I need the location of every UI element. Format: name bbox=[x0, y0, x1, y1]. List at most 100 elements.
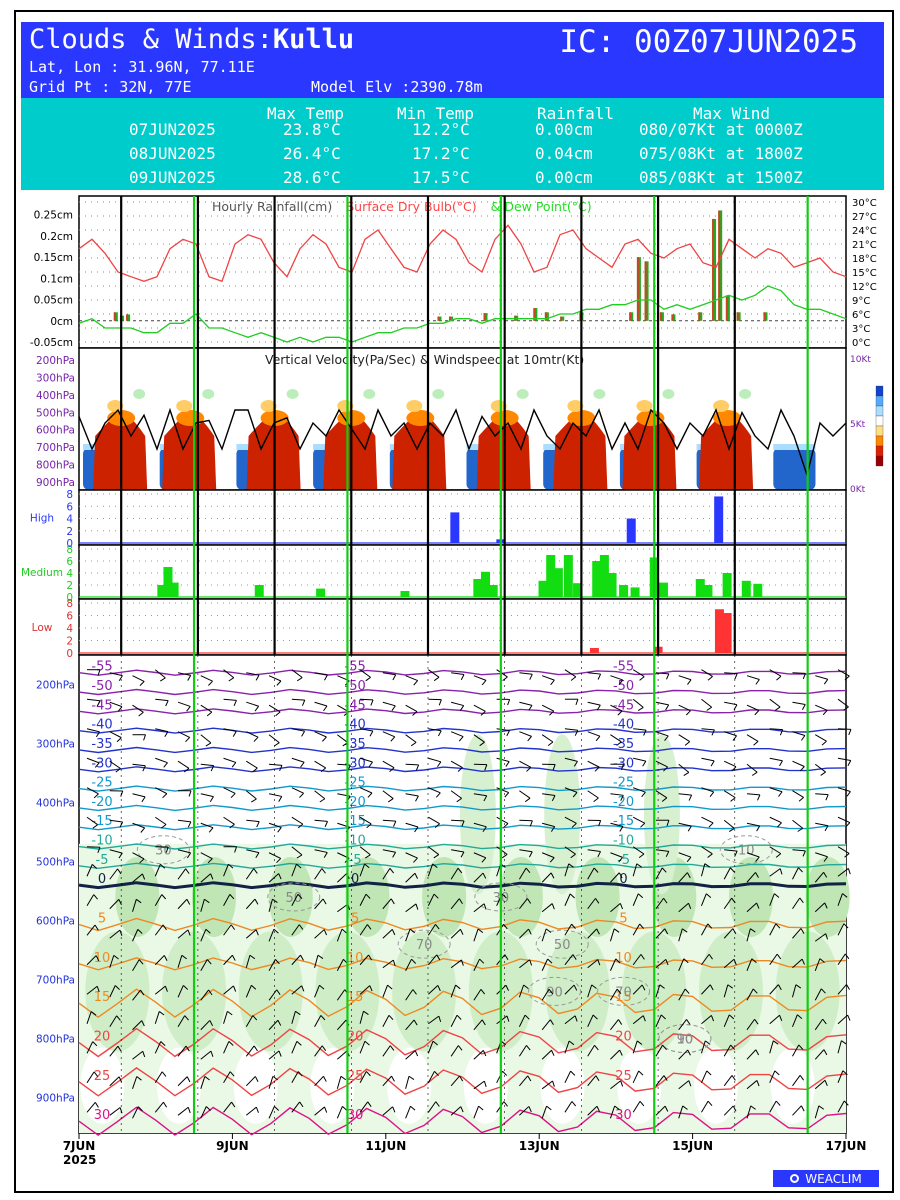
wind-barb bbox=[268, 704, 281, 713]
wind-barb-flag bbox=[842, 893, 848, 898]
wind-barb bbox=[701, 669, 713, 677]
isotherm-label: -55 bbox=[345, 660, 366, 675]
wind-barb-flag bbox=[456, 1014, 462, 1020]
wind-barb-flag bbox=[637, 893, 644, 899]
wind-barb bbox=[655, 959, 667, 969]
title-part: Surface Dry Bulb(°C) bbox=[346, 199, 476, 214]
wind-barb-flag bbox=[802, 673, 806, 680]
left-tick-label: -0.05cm bbox=[30, 337, 73, 349]
wind-barb-flag bbox=[636, 863, 642, 868]
wind-barb-flag bbox=[664, 928, 669, 935]
wind-barb-flag bbox=[136, 1076, 142, 1081]
row-max-temp: 28.6°C bbox=[283, 168, 341, 187]
wind-barb-flag bbox=[665, 959, 669, 966]
right-tick-label: 21°C bbox=[852, 240, 877, 251]
wind-barb-flag bbox=[296, 854, 303, 859]
pressure-label: 800hPa bbox=[36, 460, 75, 472]
pressure-label: 900hPa bbox=[36, 1093, 75, 1105]
wind-barb-flag bbox=[483, 1081, 487, 1088]
wind-barb bbox=[177, 929, 189, 939]
wind-barb-flag bbox=[92, 1041, 98, 1047]
isotherm-label: -45 bbox=[91, 698, 112, 713]
wind-barb bbox=[632, 863, 638, 877]
rh-contour bbox=[136, 835, 190, 865]
wind-barb-flag bbox=[707, 676, 713, 681]
wind-barb-flag bbox=[687, 679, 692, 685]
wind-barb bbox=[382, 984, 388, 998]
dry-patch bbox=[157, 1047, 202, 1124]
wind-barb bbox=[450, 898, 460, 910]
colorbar-swatch bbox=[875, 445, 884, 457]
wind-barb-flag bbox=[164, 731, 169, 738]
wind-barb bbox=[405, 1106, 411, 1119]
wind-barb-flag bbox=[340, 1075, 347, 1081]
row-min-temp: 17.2°C bbox=[412, 144, 470, 163]
wind-barb bbox=[427, 1071, 435, 1084]
wind-barb bbox=[245, 985, 252, 998]
wind-barb bbox=[701, 846, 713, 855]
wind-barb-flag bbox=[392, 674, 397, 681]
cloud-bar bbox=[254, 585, 264, 597]
rh-label: 70 bbox=[615, 985, 632, 1000]
isotherm-line bbox=[78, 804, 847, 812]
isotherm-label: -55 bbox=[613, 660, 634, 675]
wind-barb-flag bbox=[545, 928, 552, 933]
isotherm-label: -45 bbox=[345, 698, 366, 713]
wind-barb-flag bbox=[549, 1019, 554, 1026]
wind-barb-flag bbox=[139, 681, 145, 687]
isotherm-label: 20 bbox=[347, 1030, 364, 1045]
isotherm-label: -10 bbox=[613, 834, 634, 849]
wind-barb-flag bbox=[187, 929, 191, 936]
wind-barb-flag bbox=[755, 872, 759, 878]
wind-barb bbox=[678, 928, 683, 942]
wind-barb-flag bbox=[820, 988, 826, 994]
wind-barb bbox=[792, 984, 797, 998]
wind-barb bbox=[610, 675, 623, 681]
isotherm-label: -20 bbox=[613, 795, 634, 810]
wind-barb-flag bbox=[709, 984, 714, 991]
wind-barb-flag bbox=[479, 958, 485, 964]
rain-temp-title: Hourly Rainfall(cm) Surface Dry Bulb(°C) &… bbox=[212, 199, 592, 214]
wind-barb-flag bbox=[800, 735, 806, 741]
wind-barb-flag bbox=[162, 924, 167, 931]
wind-barb bbox=[245, 1106, 257, 1116]
cloud-tick-label: 2 bbox=[66, 526, 73, 538]
windspeed-tick-label: 10Kt bbox=[850, 355, 871, 365]
wind-barb-flag bbox=[639, 676, 645, 681]
dry-patch bbox=[617, 1047, 662, 1124]
wind-barb bbox=[746, 902, 757, 913]
wind-barb bbox=[792, 701, 806, 705]
wind-barb bbox=[154, 1101, 164, 1113]
wind-barb-flag bbox=[528, 705, 533, 711]
wind-barb-flag bbox=[205, 742, 212, 747]
wind-barb-flag bbox=[206, 711, 213, 717]
wind-barb-flag bbox=[272, 898, 278, 903]
wind-barb-flag bbox=[392, 1106, 396, 1113]
wind-barb bbox=[814, 734, 827, 742]
wind-barb-flag bbox=[366, 823, 372, 829]
wind-barb-flag bbox=[660, 1014, 666, 1020]
cloud-tick-label: 2 bbox=[66, 580, 73, 592]
wind-barb bbox=[132, 1106, 139, 1119]
wind-barb bbox=[291, 1041, 298, 1054]
wind-barb-flag bbox=[321, 868, 326, 874]
wind-barb bbox=[655, 928, 666, 939]
wind-barb-flag bbox=[477, 928, 484, 934]
wind-barb-flag bbox=[684, 741, 691, 746]
wind-barb bbox=[268, 989, 278, 1001]
wind-barb-flag bbox=[114, 985, 120, 991]
wind-barb-flag bbox=[688, 1080, 692, 1087]
wind-barb bbox=[360, 698, 374, 701]
wind-barb bbox=[382, 1045, 391, 1057]
wind-barb bbox=[132, 793, 146, 798]
rain-bar-shade bbox=[113, 312, 116, 321]
wind-barb bbox=[564, 757, 578, 762]
wind-barb-flag bbox=[731, 766, 737, 772]
wind-barb-flag bbox=[710, 1015, 715, 1022]
wind-barb-flag bbox=[434, 1070, 439, 1077]
wind-barb-flag bbox=[574, 730, 579, 736]
wind-barb bbox=[587, 898, 596, 910]
wind-barb bbox=[496, 669, 508, 678]
colorbar-swatch bbox=[875, 455, 884, 467]
wind-barb bbox=[268, 822, 282, 828]
